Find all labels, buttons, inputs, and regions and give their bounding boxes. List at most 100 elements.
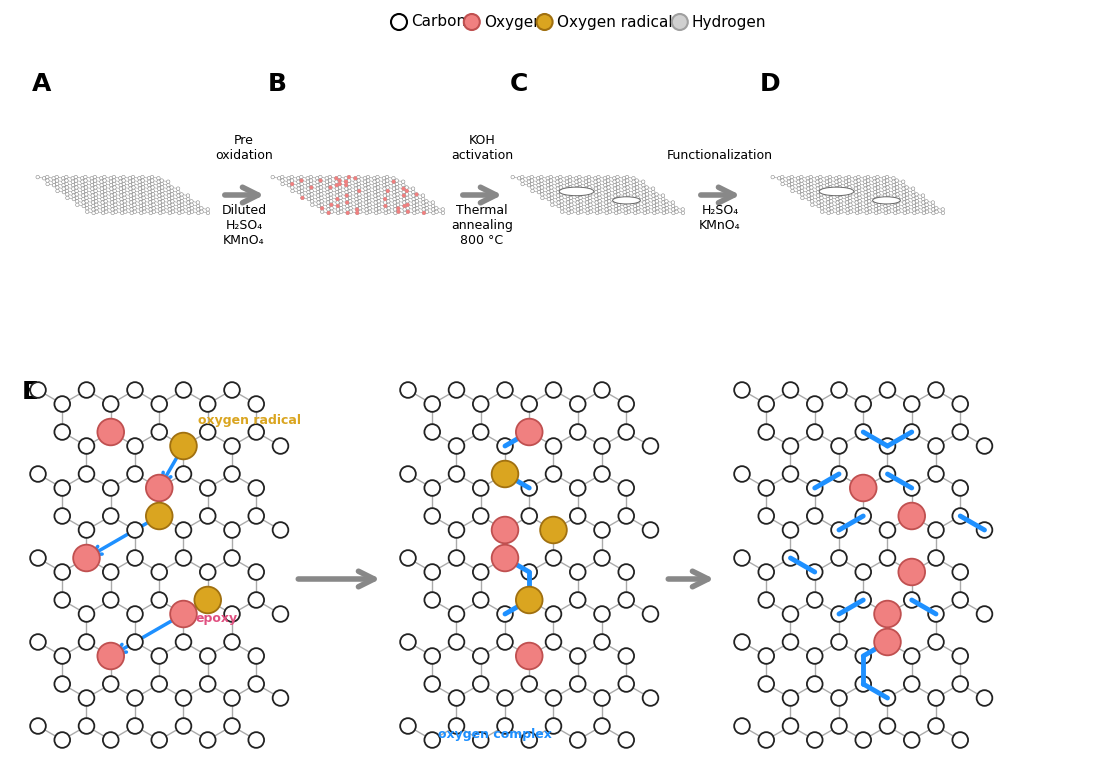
Circle shape: [327, 211, 330, 215]
Circle shape: [835, 187, 839, 190]
Circle shape: [422, 208, 425, 211]
Circle shape: [807, 480, 822, 496]
Circle shape: [377, 189, 380, 193]
Circle shape: [522, 396, 537, 411]
Circle shape: [595, 190, 598, 194]
Circle shape: [819, 179, 822, 182]
Circle shape: [171, 196, 174, 200]
Circle shape: [142, 207, 146, 210]
Circle shape: [844, 184, 848, 187]
Circle shape: [156, 177, 161, 180]
Circle shape: [473, 648, 489, 664]
Circle shape: [356, 204, 359, 208]
Circle shape: [556, 184, 559, 187]
Circle shape: [326, 194, 329, 197]
Circle shape: [603, 180, 607, 184]
Circle shape: [161, 186, 164, 189]
Circle shape: [225, 466, 240, 482]
Circle shape: [874, 204, 877, 208]
Circle shape: [196, 204, 199, 208]
Circle shape: [54, 508, 70, 523]
Circle shape: [152, 648, 167, 664]
Circle shape: [898, 503, 925, 530]
Circle shape: [277, 177, 281, 180]
Circle shape: [521, 182, 524, 186]
Circle shape: [336, 197, 339, 201]
Circle shape: [346, 211, 350, 215]
Circle shape: [578, 175, 581, 179]
Circle shape: [296, 177, 299, 180]
Circle shape: [171, 600, 197, 627]
Circle shape: [348, 189, 351, 193]
Circle shape: [596, 211, 599, 215]
Circle shape: [358, 203, 362, 207]
Circle shape: [318, 175, 323, 179]
Circle shape: [307, 194, 310, 197]
Circle shape: [377, 193, 380, 196]
Circle shape: [395, 193, 400, 196]
Circle shape: [133, 203, 137, 207]
Circle shape: [579, 203, 582, 207]
Circle shape: [392, 184, 395, 187]
Circle shape: [568, 175, 571, 179]
Circle shape: [448, 383, 465, 398]
Circle shape: [873, 177, 876, 180]
Circle shape: [587, 175, 591, 179]
Circle shape: [95, 203, 98, 207]
Circle shape: [225, 438, 240, 454]
Circle shape: [652, 194, 655, 197]
Circle shape: [84, 182, 87, 186]
Text: oxygen complex: oxygen complex: [438, 728, 552, 741]
Circle shape: [652, 200, 655, 204]
Circle shape: [839, 196, 842, 200]
Circle shape: [858, 189, 861, 193]
Circle shape: [569, 189, 573, 193]
Circle shape: [791, 182, 794, 186]
Circle shape: [839, 193, 842, 196]
Circle shape: [800, 182, 804, 186]
Circle shape: [617, 182, 620, 186]
Circle shape: [569, 186, 573, 189]
Circle shape: [652, 187, 655, 190]
Circle shape: [886, 186, 890, 189]
Circle shape: [425, 203, 428, 207]
Circle shape: [810, 200, 814, 203]
Circle shape: [928, 550, 944, 566]
Circle shape: [816, 184, 819, 187]
Circle shape: [159, 208, 162, 211]
Circle shape: [473, 424, 489, 440]
Circle shape: [160, 182, 164, 186]
Circle shape: [329, 196, 333, 200]
Circle shape: [884, 204, 887, 208]
Circle shape: [142, 193, 145, 196]
Circle shape: [81, 197, 85, 201]
Circle shape: [656, 210, 659, 213]
Circle shape: [393, 204, 396, 208]
Circle shape: [593, 180, 597, 184]
Circle shape: [152, 564, 167, 580]
Circle shape: [844, 190, 849, 194]
Circle shape: [894, 211, 897, 215]
Circle shape: [672, 211, 675, 215]
Circle shape: [319, 186, 323, 189]
Circle shape: [816, 180, 819, 184]
Circle shape: [152, 210, 155, 213]
Circle shape: [537, 187, 541, 190]
Circle shape: [874, 211, 877, 215]
Circle shape: [348, 182, 351, 186]
Circle shape: [119, 184, 122, 187]
Circle shape: [759, 564, 774, 580]
Circle shape: [837, 211, 840, 215]
Circle shape: [149, 197, 152, 201]
Circle shape: [129, 184, 132, 187]
Circle shape: [177, 200, 181, 204]
Circle shape: [72, 190, 75, 194]
Circle shape: [614, 211, 618, 215]
Circle shape: [797, 184, 800, 187]
Circle shape: [662, 194, 665, 197]
Circle shape: [549, 182, 553, 186]
Circle shape: [895, 179, 898, 182]
Circle shape: [807, 564, 822, 580]
Circle shape: [140, 211, 143, 215]
Circle shape: [817, 204, 820, 208]
